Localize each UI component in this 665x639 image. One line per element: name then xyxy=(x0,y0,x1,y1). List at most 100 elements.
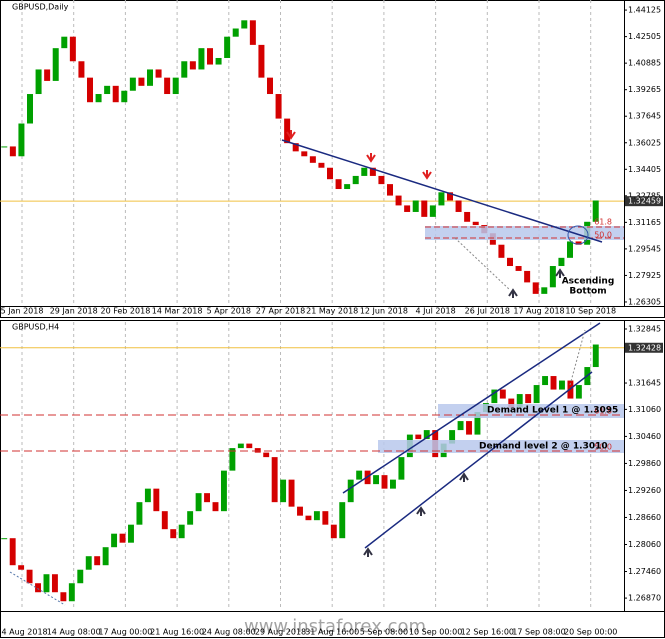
x-tick-label: 14 Aug 08:00 xyxy=(47,628,101,637)
candle xyxy=(9,146,16,157)
candle xyxy=(1,538,8,540)
candle xyxy=(550,376,557,390)
panel-title: GBPUSD,Daily xyxy=(12,3,69,12)
candle xyxy=(387,184,393,196)
candle xyxy=(267,77,273,95)
y-tick-label: 1.31645 xyxy=(628,379,661,388)
candle xyxy=(43,574,50,593)
zone xyxy=(378,440,624,453)
y-tick-label: 1.28660 xyxy=(628,513,661,522)
x-tick-label: 5 Apr 2018 xyxy=(207,307,251,316)
y-tick-label: 1.36025 xyxy=(628,138,661,147)
candle xyxy=(423,430,430,440)
candle xyxy=(172,77,179,95)
candle xyxy=(241,20,248,29)
x-tick-label: 4 Jul 2018 xyxy=(416,307,456,316)
candle xyxy=(204,493,210,503)
candle xyxy=(187,511,194,525)
x-tick-label: 14 Mar 2018 xyxy=(152,307,203,316)
candle xyxy=(121,90,128,103)
candle xyxy=(541,287,548,294)
candle xyxy=(275,94,282,119)
y-tick-label: 1.44125 xyxy=(628,6,661,15)
current-price-label: 1.32459 xyxy=(628,197,661,206)
candle xyxy=(318,162,325,168)
candle xyxy=(51,574,58,593)
candle xyxy=(412,200,419,212)
candle xyxy=(136,502,143,525)
y-tick-label: 1.27460 xyxy=(628,567,661,576)
drawings xyxy=(0,130,624,606)
candle xyxy=(198,48,205,70)
candle xyxy=(1,146,8,148)
candle xyxy=(77,569,84,584)
candle xyxy=(472,221,479,226)
candle xyxy=(438,192,445,206)
candle xyxy=(466,421,472,435)
x-tick-label: 5 Sep 08:00 xyxy=(360,628,408,637)
candle xyxy=(232,28,239,37)
candle xyxy=(455,200,462,212)
candle xyxy=(129,77,136,91)
candle xyxy=(147,69,153,86)
candle xyxy=(339,502,346,539)
candle xyxy=(449,430,456,444)
y-tick-label: 1.31060 xyxy=(628,405,661,414)
candle xyxy=(415,434,422,440)
fib-label: 61.8 xyxy=(594,218,612,227)
x-tick-label: 21 Aug 16:00 xyxy=(150,628,204,637)
annotation: Bottom xyxy=(569,287,606,297)
candle xyxy=(361,167,368,176)
y-tick-label: 1.28060 xyxy=(628,540,661,549)
candle xyxy=(138,77,145,86)
y-tick-label: 1.26305 xyxy=(628,297,661,306)
arrow xyxy=(459,472,469,482)
candle xyxy=(549,266,556,288)
candle xyxy=(390,479,396,489)
watermark: www.instaforex.com xyxy=(244,616,426,637)
candle xyxy=(26,569,33,584)
candle xyxy=(575,241,582,245)
candle xyxy=(9,538,16,566)
candle xyxy=(144,488,151,503)
candle xyxy=(35,69,42,95)
y-tick-label: 1.42505 xyxy=(628,32,661,41)
candle xyxy=(155,69,162,78)
candle xyxy=(229,448,236,471)
candle xyxy=(327,167,333,180)
candle xyxy=(567,241,573,258)
candle xyxy=(94,556,101,566)
x-tick-label: 5 Jan 2018 xyxy=(1,307,44,316)
x-tick-label: 29 Aug 2018 xyxy=(255,628,306,637)
candle xyxy=(447,192,453,201)
candle xyxy=(102,547,109,566)
candle xyxy=(381,475,388,489)
x-tick-label: 20 Sep 00:00 xyxy=(564,628,617,637)
x-tick-label: 12 Sep 16:00 xyxy=(461,628,514,637)
arrow xyxy=(416,506,426,516)
current-price-box xyxy=(625,342,663,353)
candle xyxy=(35,583,41,593)
candle xyxy=(524,270,531,283)
candle xyxy=(592,344,599,368)
candle xyxy=(292,143,299,152)
candle xyxy=(161,511,168,530)
candle xyxy=(181,61,188,78)
candle xyxy=(178,524,185,539)
candle xyxy=(52,48,59,81)
x-tick-label: 17 Aug 2018 xyxy=(513,307,564,316)
trend-line xyxy=(9,571,66,606)
candle xyxy=(592,200,599,222)
fib-label: 50.0 xyxy=(594,231,612,240)
candle xyxy=(207,48,213,65)
x-tick-label: 31 Aug 16:00 xyxy=(305,628,359,637)
channel-line xyxy=(342,322,601,494)
x-tick-label: 17 Sep 08:00 xyxy=(512,628,565,637)
candle xyxy=(220,470,227,512)
candle xyxy=(280,479,287,503)
arrow xyxy=(555,268,565,278)
panel-title: GBPUSD,H4 xyxy=(12,323,59,332)
current-price-label: 1.32428 xyxy=(628,343,661,352)
candle xyxy=(533,385,540,404)
